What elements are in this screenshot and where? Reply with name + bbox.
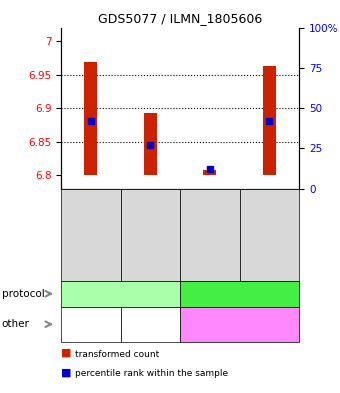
- Text: shRNA for
3'UTR of
TMEM88: shRNA for 3'UTR of TMEM88: [131, 309, 170, 339]
- Text: non-targetting
shRNA: non-targetting shRNA: [212, 314, 268, 334]
- Title: GDS5077 / ILMN_1805606: GDS5077 / ILMN_1805606: [98, 12, 262, 25]
- Text: GSM1071456: GSM1071456: [146, 204, 155, 265]
- Text: GSM1071454: GSM1071454: [205, 205, 215, 265]
- Text: percentile rank within the sample: percentile rank within the sample: [75, 369, 228, 378]
- Text: control: control: [223, 289, 257, 299]
- Bar: [144, 113, 157, 175]
- Text: ■: ■: [61, 348, 72, 358]
- Text: other: other: [2, 319, 30, 329]
- Text: transformed count: transformed count: [75, 350, 159, 359]
- Bar: [203, 170, 217, 175]
- Text: GSM1071457: GSM1071457: [86, 204, 96, 265]
- Text: TMEM88 depletion: TMEM88 depletion: [75, 289, 166, 299]
- Bar: [84, 62, 98, 175]
- Text: shRNA for
first exon
of TMEM88: shRNA for first exon of TMEM88: [70, 309, 112, 339]
- Text: ■: ■: [61, 367, 72, 377]
- Bar: [263, 66, 276, 175]
- Text: protocol: protocol: [2, 289, 45, 299]
- Text: GSM1071455: GSM1071455: [265, 204, 274, 265]
